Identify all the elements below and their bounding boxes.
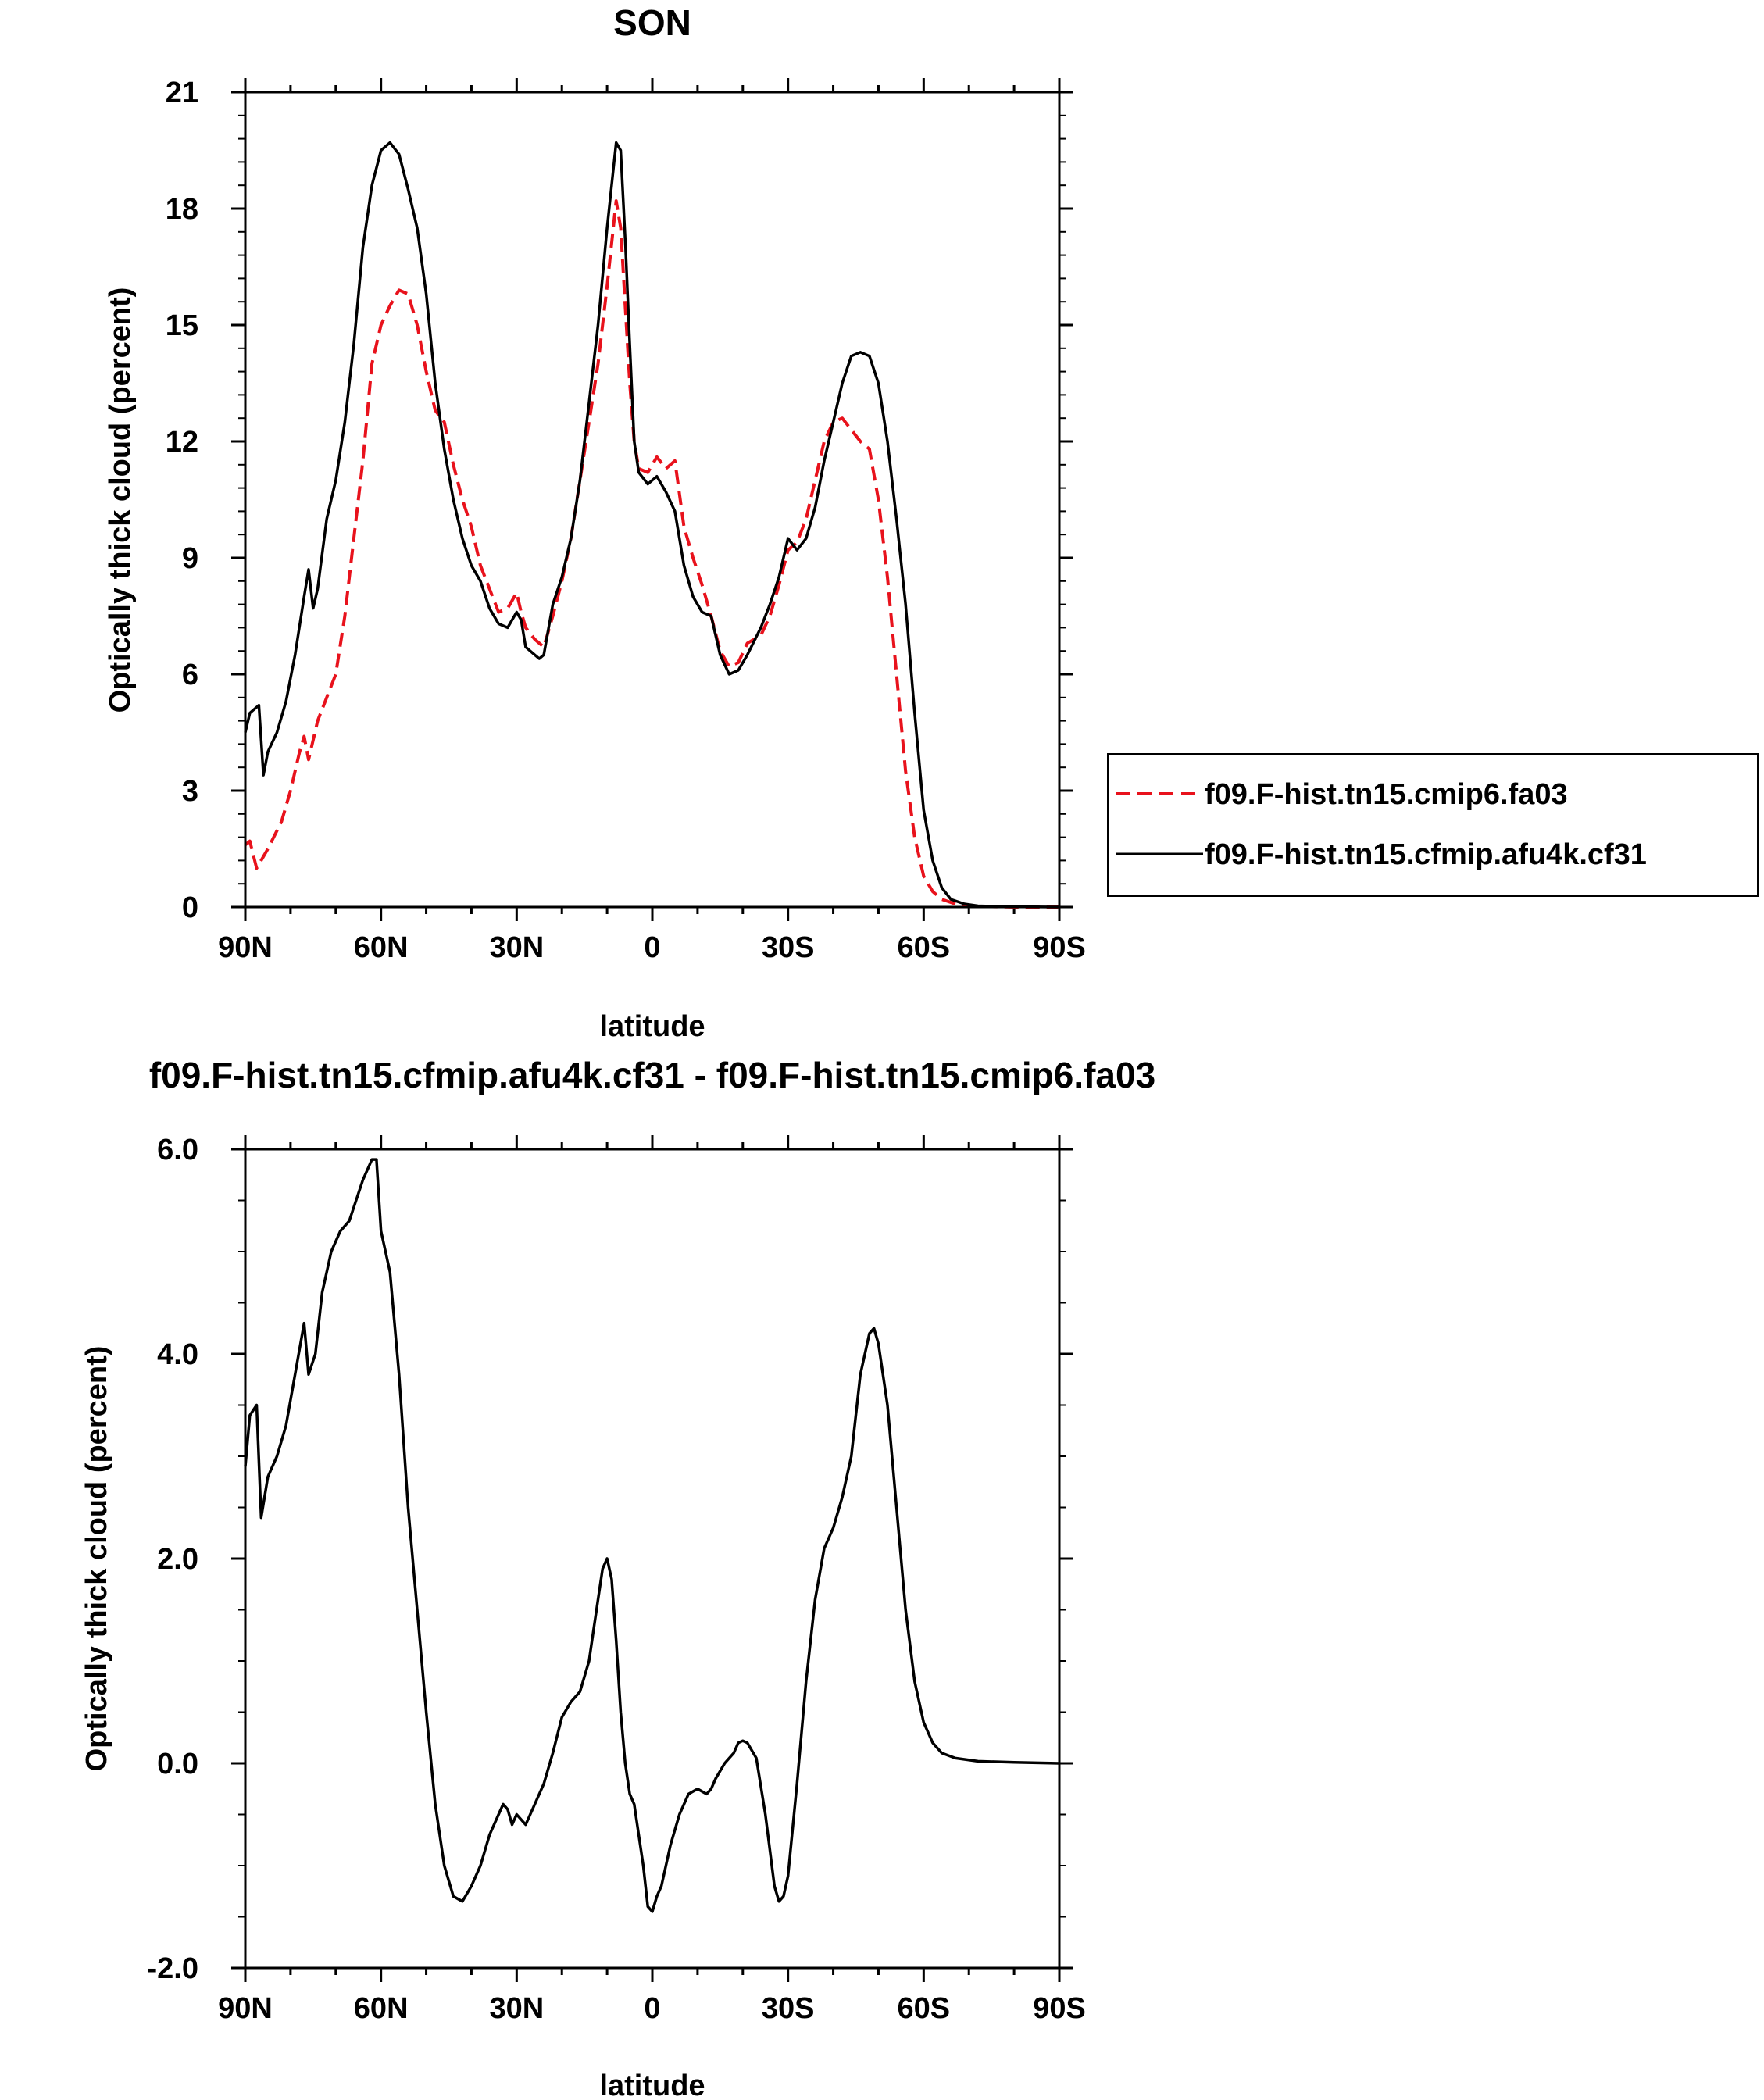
- top-ytick-label: 0: [182, 891, 198, 924]
- top-xtick-label: 30S: [762, 931, 815, 964]
- top-series-line-0: [244, 199, 1059, 909]
- top-xtick-label: 90S: [1033, 931, 1086, 964]
- bottom-chart-xlabel: latitude: [599, 2070, 705, 2100]
- bottom-xtick-label: 90N: [218, 1992, 273, 2025]
- bottom-chart-series: [244, 1158, 1060, 1913]
- bottom-xtick-label: 60N: [354, 1992, 409, 2025]
- top-chart-xlabel: latitude: [599, 1010, 705, 1043]
- bottom-chart-ticks: [231, 1135, 1073, 1982]
- bottom-ytick-label: -2.0: [148, 1952, 198, 1985]
- top-chart-series: [244, 141, 1060, 909]
- bottom-chart-ylabel: Optically thick cloud (percent): [80, 1346, 113, 1772]
- bottom-chart-xtick-labels: 90N 60N 30N 0 30S 60S 90S: [218, 1992, 1086, 2025]
- top-ytick-label: 3: [182, 775, 198, 808]
- bottom-xtick-label: 0: [644, 1992, 660, 2025]
- bottom-series-line-0: [244, 1158, 1060, 1913]
- top-series-line-1: [244, 141, 1060, 909]
- top-xtick-label: 60S: [898, 931, 951, 964]
- top-ytick-label: 21: [166, 77, 198, 109]
- top-ytick-label: 18: [166, 193, 198, 226]
- bottom-ytick-label: 4.0: [157, 1338, 198, 1371]
- top-xtick-label: 90N: [218, 931, 273, 964]
- bottom-chart-frame: [244, 1148, 1061, 1970]
- top-chart-title: SON: [613, 2, 691, 43]
- bottom-ytick-label: 2.0: [157, 1543, 198, 1576]
- top-xtick-label: 0: [644, 931, 660, 964]
- bottom-chart-title: f09.F-hist.tn15.cfmip.afu4k.cf31 - f09.F…: [149, 1055, 1155, 1095]
- top-ytick-label: 15: [166, 309, 198, 342]
- bottom-chart: f09.F-hist.tn15.cfmip.afu4k.cf31 - f09.F…: [80, 1055, 1155, 2100]
- top-chart-ylabel: Optically thick cloud (percent): [104, 288, 137, 713]
- top-xtick-label: 60N: [354, 931, 409, 964]
- top-ytick-label: 12: [166, 426, 198, 459]
- top-chart: SON latitude Optically thick cloud (perc…: [104, 2, 1759, 1043]
- bottom-xtick-label: 90S: [1033, 1992, 1086, 2025]
- legend-label-cmip6: f09.F-hist.tn15.cmip6.fa03: [1205, 778, 1568, 811]
- bottom-xtick-label: 30N: [489, 1992, 544, 2025]
- legend: f09.F-hist.tn15.cmip6.fa03 f09.F-hist.tn…: [1107, 753, 1759, 897]
- top-chart-ytick-labels: 0 3 6 9 12 15 18 21: [166, 77, 198, 924]
- top-chart-frame: [244, 91, 1061, 909]
- legend-label-cfmip: f09.F-hist.tn15.cfmip.afu4k.cf31: [1205, 838, 1647, 871]
- top-ytick-label: 6: [182, 659, 198, 691]
- bottom-ytick-label: 0.0: [157, 1748, 198, 1780]
- bottom-chart-ytick-labels: -2.0 0.0 2.0 4.0 6.0: [148, 1134, 198, 1985]
- bottom-xtick-label: 30S: [762, 1992, 815, 2025]
- top-chart-xtick-labels: 90N 60N 30N 0 30S 60S 90S: [218, 931, 1086, 964]
- legend-box: [1107, 753, 1759, 897]
- bottom-xtick-label: 60S: [898, 1992, 951, 2025]
- top-xtick-label: 30N: [489, 931, 544, 964]
- top-ytick-label: 9: [182, 542, 198, 575]
- bottom-ytick-label: 6.0: [157, 1134, 198, 1166]
